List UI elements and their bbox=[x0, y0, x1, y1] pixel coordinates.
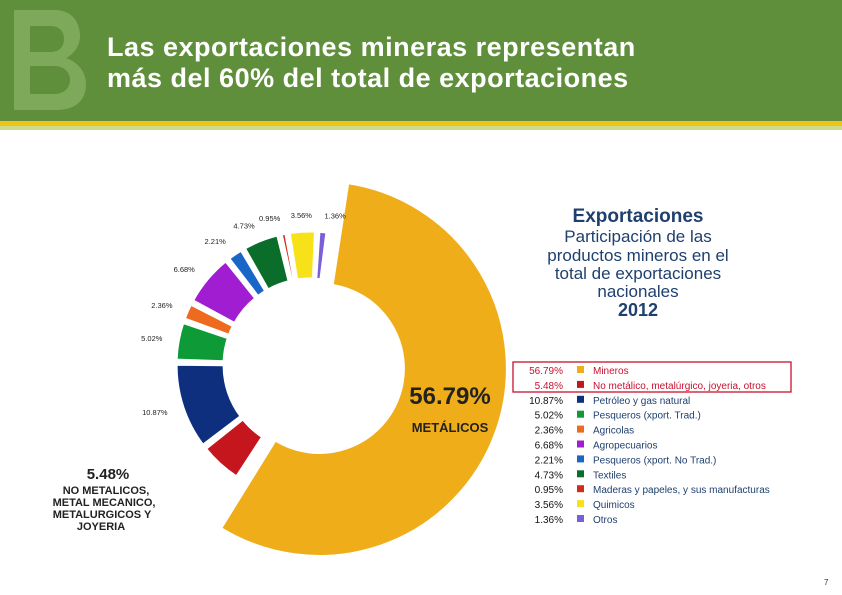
legend-label-pesqueros-xport-trad: Pesqueros (xport. Trad.) bbox=[593, 411, 701, 422]
side-subtitle-2: productos mineros en el bbox=[547, 246, 728, 265]
legend-swatch-textiles bbox=[577, 470, 584, 478]
slice-label-textiles: 4.73% bbox=[233, 222, 255, 231]
legend-label-quimicos: Quimicos bbox=[593, 500, 635, 511]
slice-textiles bbox=[242, 233, 291, 293]
legend-value-maderas-y-papeles-y-sus-manufacturas: 0.95% bbox=[535, 485, 563, 496]
legend-swatch-quimicos bbox=[577, 500, 584, 508]
side-subtitle-1: Participación de las bbox=[564, 227, 711, 246]
legend-value-pesqueros-xport-no-trad: 2.21% bbox=[535, 455, 563, 466]
legend-label-mineros: Mineros bbox=[593, 366, 629, 377]
nometal-big-value: 5.48% bbox=[87, 466, 130, 483]
title-line-2: más del 60% del total de exportaciones bbox=[107, 63, 629, 93]
legend-value-mineros: 56.79% bbox=[529, 366, 563, 377]
slice-mineros bbox=[218, 180, 509, 558]
header-stripe-yellow bbox=[0, 121, 842, 126]
slice-label-pesqueros-xport-trad: 5.02% bbox=[141, 334, 163, 343]
title-line-1: Las exportaciones mineras representan bbox=[107, 32, 636, 62]
legend-value-agricolas: 2.36% bbox=[535, 426, 563, 437]
side-subtitle-3: total de exportaciones bbox=[555, 264, 721, 283]
legend-label-petroleo-y-gas-natural: Petróleo y gas natural bbox=[593, 396, 690, 407]
nometal-line-4: JOYERIA bbox=[77, 521, 125, 533]
legend-label-pesqueros-xport-no-trad: Pesqueros (xport. No Trad.) bbox=[593, 455, 716, 466]
metalicos-big-label: METÁLICOS bbox=[412, 420, 489, 435]
legend-value-pesqueros-xport-trad: 5.02% bbox=[535, 411, 563, 422]
slice-labels: 10.87% 5.02% 2.36% 6.68% 2.21% 4.73% 0.95% 3.56… bbox=[141, 211, 346, 417]
slice-label-quimicos: 3.56% bbox=[291, 211, 313, 220]
legend-label-maderas-y-papeles-y-sus-manufacturas: Maderas y papeles, y sus manufacturas bbox=[593, 485, 770, 496]
chart-legend: 56.79% Mineros 5.48% No metálico, metalúrgi… bbox=[529, 366, 770, 526]
slice-label-agricolas: 2.36% bbox=[151, 301, 173, 310]
legend-label-textiles: Textiles bbox=[593, 470, 626, 481]
slice-petroleo-y-gas-natural bbox=[174, 362, 244, 448]
legend-value-textiles: 4.73% bbox=[535, 470, 563, 481]
legend-swatch-no-metalico-metalurgico-joyeria-otros bbox=[577, 380, 584, 388]
slice-label-otros: 1.36% bbox=[325, 212, 347, 221]
legend-value-agropecuarios: 6.68% bbox=[535, 441, 563, 452]
legend-swatch-mineros bbox=[577, 366, 584, 373]
slice-maderas-y-papeles-y-sus-manufacturas bbox=[279, 231, 297, 283]
legend-swatch-maderas-y-papeles-y-sus-manufacturas bbox=[577, 485, 584, 493]
slide-header: Las exportaciones mineras representan má… bbox=[0, 0, 842, 121]
legend-swatch-agropecuarios bbox=[577, 440, 584, 448]
legend-highlight-box bbox=[512, 361, 792, 393]
slice-agricolas bbox=[182, 301, 236, 338]
metalicos-big-value: 56.79% bbox=[409, 383, 490, 410]
legend-swatch-pesqueros-xport-no-trad bbox=[577, 455, 584, 463]
legend-swatch-agricolas bbox=[577, 425, 584, 433]
legend-label-otros: Otros bbox=[593, 515, 617, 526]
legend-label-no-metalico-metalurgico-joyeria-otros: No metálico, metalúrgico, joyeria, otros bbox=[593, 381, 766, 392]
slice-quimicos bbox=[287, 229, 317, 282]
side-subtitle-4: nacionales bbox=[597, 282, 678, 301]
slice-label-agropecuarios: 6.68% bbox=[174, 265, 196, 274]
slice-otros bbox=[314, 229, 329, 282]
side-title: Exportaciones bbox=[573, 206, 704, 227]
slice-pesqueros-xport-no-trad bbox=[226, 247, 268, 299]
nometal-line-2: METAL MECANICO, bbox=[53, 497, 156, 509]
slice-pesqueros-xport-trad bbox=[174, 320, 231, 364]
nometal-line-1: NO METALICOS, bbox=[63, 485, 150, 497]
slice-agropecuarios bbox=[190, 258, 258, 326]
side-year: 2012 bbox=[618, 300, 658, 320]
legend-swatch-pesqueros-xport-trad bbox=[577, 410, 584, 418]
slice-label-pesqueros-xport-no-trad: 2.21% bbox=[205, 237, 227, 246]
header-stripe-light-green bbox=[0, 126, 842, 130]
legend-label-agricolas: Agricolas bbox=[593, 426, 634, 437]
legend-value-no-metalico-metalurgico-joyeria-otros: 5.48% bbox=[535, 381, 563, 392]
donut-slices bbox=[174, 180, 509, 558]
legend-value-petroleo-y-gas-natural: 10.87% bbox=[529, 396, 563, 407]
slide-title: Las exportaciones mineras representan má… bbox=[107, 32, 636, 94]
slice-label-petroleo-y-gas-natural: 10.87% bbox=[142, 408, 168, 417]
legend-swatch-petroleo-y-gas-natural bbox=[577, 395, 584, 403]
page-number: 7 bbox=[824, 578, 829, 587]
legend-swatch-otros bbox=[577, 515, 584, 522]
legend-value-quimicos: 3.56% bbox=[535, 500, 563, 511]
bank-logo-icon bbox=[14, 10, 86, 110]
nometal-line-3: METALURGICOS Y bbox=[53, 509, 152, 521]
legend-value-otros: 1.36% bbox=[535, 515, 563, 526]
slice-label-maderas-y-papeles-y-sus-manufacturas: 0.95% bbox=[259, 214, 281, 223]
legend-label-agropecuarios: Agropecuarios bbox=[593, 441, 657, 452]
slice-no-metalico-metalurgico-joyeria-otros bbox=[203, 416, 265, 480]
